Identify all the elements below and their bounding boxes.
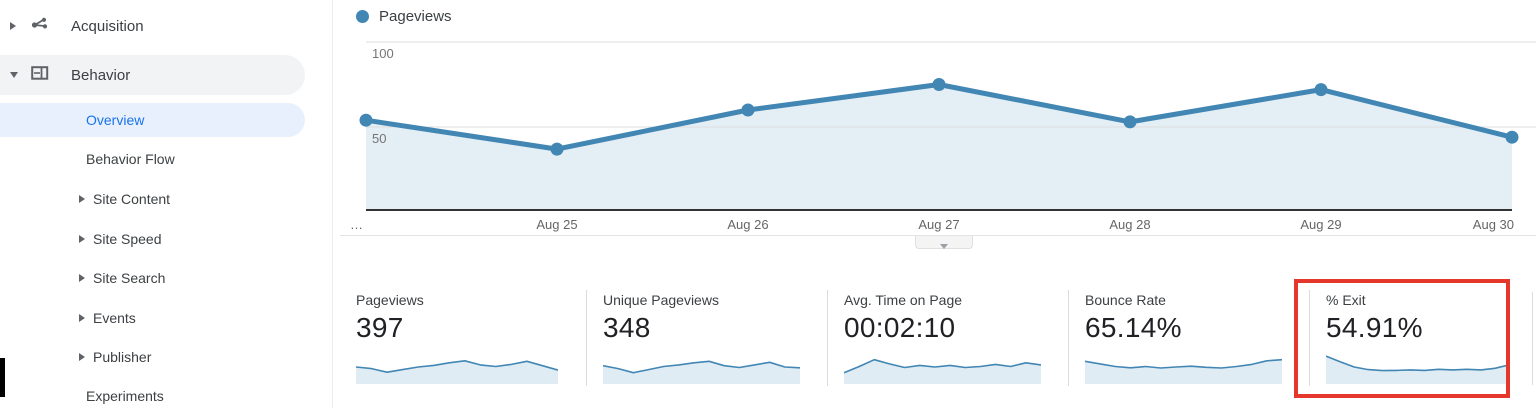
- x-tick-label-aug-27: Aug 27: [918, 217, 960, 232]
- sidebar-item-site-speed[interactable]: Site Speed: [0, 222, 305, 256]
- x-tick-label-aug-26: Aug 26: [727, 217, 769, 232]
- expand-arrow-icon[interactable]: [79, 314, 85, 322]
- data-point-aug-28[interactable]: [1123, 115, 1137, 129]
- sidebar-item-label: Overview: [86, 112, 145, 128]
- scorecard-divider: [1532, 292, 1533, 385]
- sidebar-item-label: Site Speed: [93, 231, 162, 247]
- sidebar-item-site-content[interactable]: Site Content: [0, 182, 305, 216]
- scorecard-label: % Exit: [1326, 292, 1366, 308]
- chevron-down-icon: [940, 244, 948, 249]
- y-tick-label: 50: [372, 131, 387, 146]
- scorecard-avg-time-on-page[interactable]: Avg. Time on Page 00:02:10: [827, 290, 1068, 386]
- pageviews-series-dot-icon: [356, 10, 369, 23]
- behavior-icon: [31, 65, 49, 86]
- sidebar-item-label: Behavior Flow: [86, 151, 175, 167]
- x-tick-label-aug-28: Aug 28: [1109, 217, 1151, 232]
- pageviews-line-chart[interactable]: [340, 35, 1536, 215]
- expand-arrow-icon[interactable]: [79, 353, 85, 361]
- data-point-aug-25[interactable]: [550, 142, 564, 156]
- data-point-aug-29[interactable]: [1314, 83, 1328, 97]
- scorecard-sparkline: [1326, 355, 1509, 384]
- scorecard-sparkline: [603, 360, 800, 384]
- scorecard-pageviews[interactable]: Pageviews 397: [340, 290, 586, 386]
- data-point-aug-27[interactable]: [932, 78, 946, 91]
- data-point-[interactable]: [359, 113, 373, 127]
- timeline-expander-tab[interactable]: [915, 236, 973, 249]
- pageviews-legend-label: Pageviews: [379, 8, 452, 25]
- scorecard-label: Unique Pageviews: [603, 292, 719, 308]
- y-tick-label: 100: [372, 46, 394, 61]
- scorecard-sparkline: [356, 360, 558, 384]
- acquisition-icon: [31, 16, 49, 37]
- sidebar: Acquisition Behavior Overview Behavior Flow…: [0, 0, 333, 408]
- chart-area-fill: [366, 84, 1512, 210]
- expand-arrow-icon[interactable]: [79, 195, 85, 203]
- screen-edge-artifact: [0, 358, 5, 397]
- sidebar-item-label: Events: [93, 310, 136, 326]
- sidebar-item-behavior[interactable]: Behavior: [0, 55, 305, 95]
- scorecard-value: 65.14%: [1085, 312, 1182, 343]
- sidebar-item-publisher[interactable]: Publisher: [0, 340, 305, 374]
- scorecard-value: 348: [603, 312, 651, 343]
- scorecard-label: Bounce Rate: [1085, 292, 1166, 308]
- sidebar-item-events[interactable]: Events: [0, 301, 305, 335]
- chart-legend[interactable]: Pageviews: [356, 8, 452, 25]
- chart-bottom-divider: [340, 235, 1536, 236]
- sidebar-item-label: Site Search: [93, 270, 166, 286]
- scorecard-value: 397: [356, 312, 404, 343]
- x-tick-label-aug-30: Aug 30: [1472, 217, 1514, 232]
- sidebar-item-label: Behavior: [71, 66, 131, 84]
- data-point-aug-30[interactable]: [1505, 130, 1519, 144]
- collapse-arrow-icon[interactable]: [10, 72, 18, 78]
- scorecard-bounce-rate[interactable]: Bounce Rate 65.14%: [1068, 290, 1309, 386]
- x-tick-label-aug-29: Aug 29: [1300, 217, 1342, 232]
- scorecard-unique-pageviews[interactable]: Unique Pageviews 348: [586, 290, 827, 386]
- scorecard-value: 00:02:10: [844, 312, 956, 343]
- sidebar-item-site-search[interactable]: Site Search: [0, 261, 305, 295]
- sidebar-item-acquisition[interactable]: Acquisition: [0, 2, 305, 50]
- expand-arrow-icon[interactable]: [79, 235, 85, 243]
- scorecard-label: Avg. Time on Page: [844, 292, 963, 308]
- data-point-aug-26[interactable]: [741, 103, 755, 117]
- sidebar-item-label: Publisher: [93, 349, 152, 365]
- sidebar-item-behavior-flow[interactable]: Behavior Flow: [0, 142, 305, 176]
- x-tick-label-aug-25: Aug 25: [536, 217, 578, 232]
- expand-arrow-icon[interactable]: [10, 22, 16, 30]
- x-tick-label-: …: [350, 217, 363, 232]
- sidebar-item-label: Acquisition: [71, 17, 144, 35]
- sidebar-item-overview[interactable]: Overview: [0, 103, 305, 137]
- scorecard-sparkline: [844, 358, 1041, 384]
- sidebar-item-experiments[interactable]: Experiments: [0, 379, 305, 413]
- scorecard-label: Pageviews: [356, 292, 424, 308]
- sidebar-item-label: Experiments: [86, 388, 164, 404]
- scorecard-sparkline: [1085, 358, 1282, 384]
- sidebar-item-label: Site Content: [93, 191, 171, 207]
- scorecard-value: 54.91%: [1326, 312, 1423, 343]
- scorecard-exit[interactable]: % Exit 54.91%: [1309, 290, 1536, 386]
- expand-arrow-icon[interactable]: [79, 274, 85, 282]
